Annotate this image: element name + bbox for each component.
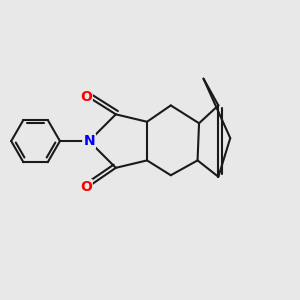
Text: O: O <box>80 89 92 103</box>
Text: O: O <box>80 180 92 194</box>
Text: N: N <box>83 134 95 148</box>
